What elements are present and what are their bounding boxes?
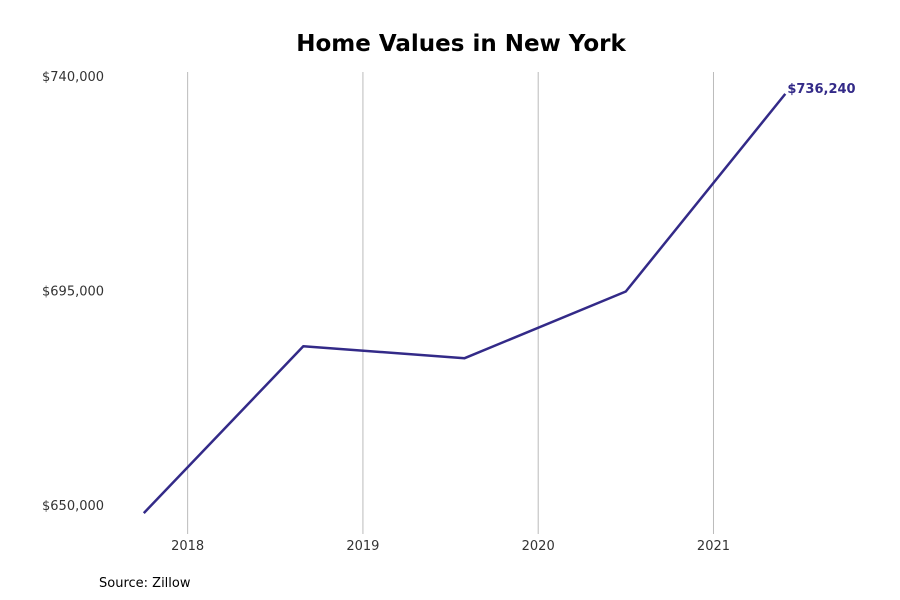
gridlines	[187, 72, 714, 534]
y-tick-label: $650,000	[42, 499, 104, 514]
end-value-label: $736,240	[787, 82, 855, 97]
series-line	[142, 93, 787, 514]
x-tick-label: 2019	[346, 539, 379, 554]
y-tick-label: $740,000	[42, 70, 104, 85]
source-note: Source: Zillow	[99, 576, 191, 591]
y-tick-label: $695,000	[42, 285, 104, 300]
y-axis-ticks: $650,000 $695,000 $740,000	[42, 70, 104, 514]
x-tick-label: 2021	[697, 539, 730, 554]
x-tick-label: 2018	[171, 539, 204, 554]
chart-title: Home Values in New York	[296, 31, 626, 57]
x-axis-ticks: 2018 2019 2020 2021	[171, 539, 730, 554]
x-tick-label: 2020	[522, 539, 555, 554]
